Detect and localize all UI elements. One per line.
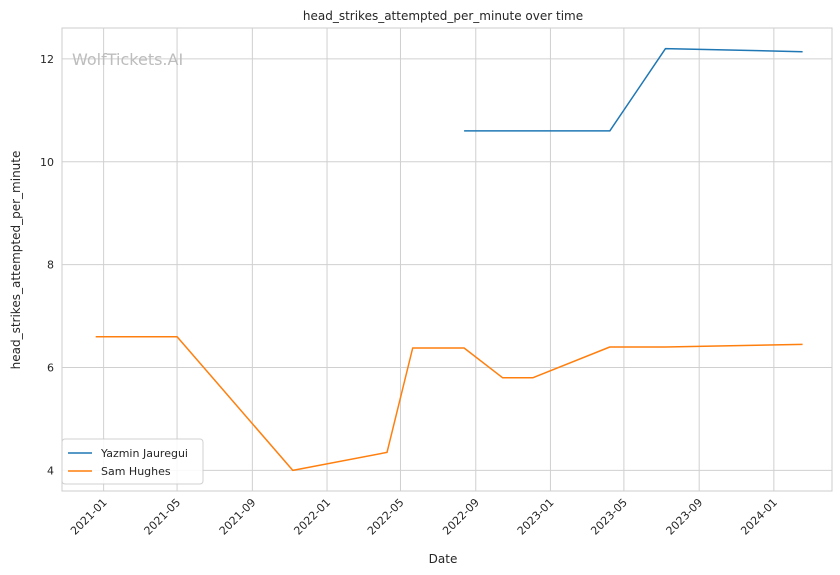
series-line-1 [95,335,803,472]
x-tick-label: 2024-01 [738,496,780,538]
x-tick-label: 2021-09 [217,496,259,538]
legend-label-yazmin: Yazmin Jauregui [100,447,188,460]
legend-label-sam: Sam Hughes [101,465,171,478]
x-tick-label: 2022-05 [365,496,407,538]
watermark: WolfTickets.AI [72,50,183,69]
y-tick-label: 10 [40,156,54,169]
x-tick-label: 2021-01 [68,496,110,538]
x-tick-label: 2023-01 [515,496,557,538]
legend-box [61,438,204,485]
y-tick-label: 8 [47,259,54,272]
series-lines [95,47,803,472]
plot-area [61,27,833,492]
legend: Yazmin Jauregui Sam Hughes [61,438,204,485]
x-tick-label: 2023-09 [664,496,706,538]
x-axis-label: Date [429,552,458,566]
y-tick-label: 6 [47,362,54,375]
y-axis-label: head_strikes_attempted_per_minute [9,151,23,370]
y-tick-label: 12 [40,53,54,66]
y-tick-label: 4 [47,464,54,477]
x-tick-label: 2022-01 [291,496,333,538]
chart-title: head_strikes_attempted_per_minute over t… [303,9,583,23]
series-line-0 [464,47,803,132]
x-tick-label: 2021-05 [141,496,183,538]
x-tick-label: 2022-09 [440,496,482,538]
grid-lines [62,28,832,491]
x-tick-label: 2023-05 [588,496,630,538]
